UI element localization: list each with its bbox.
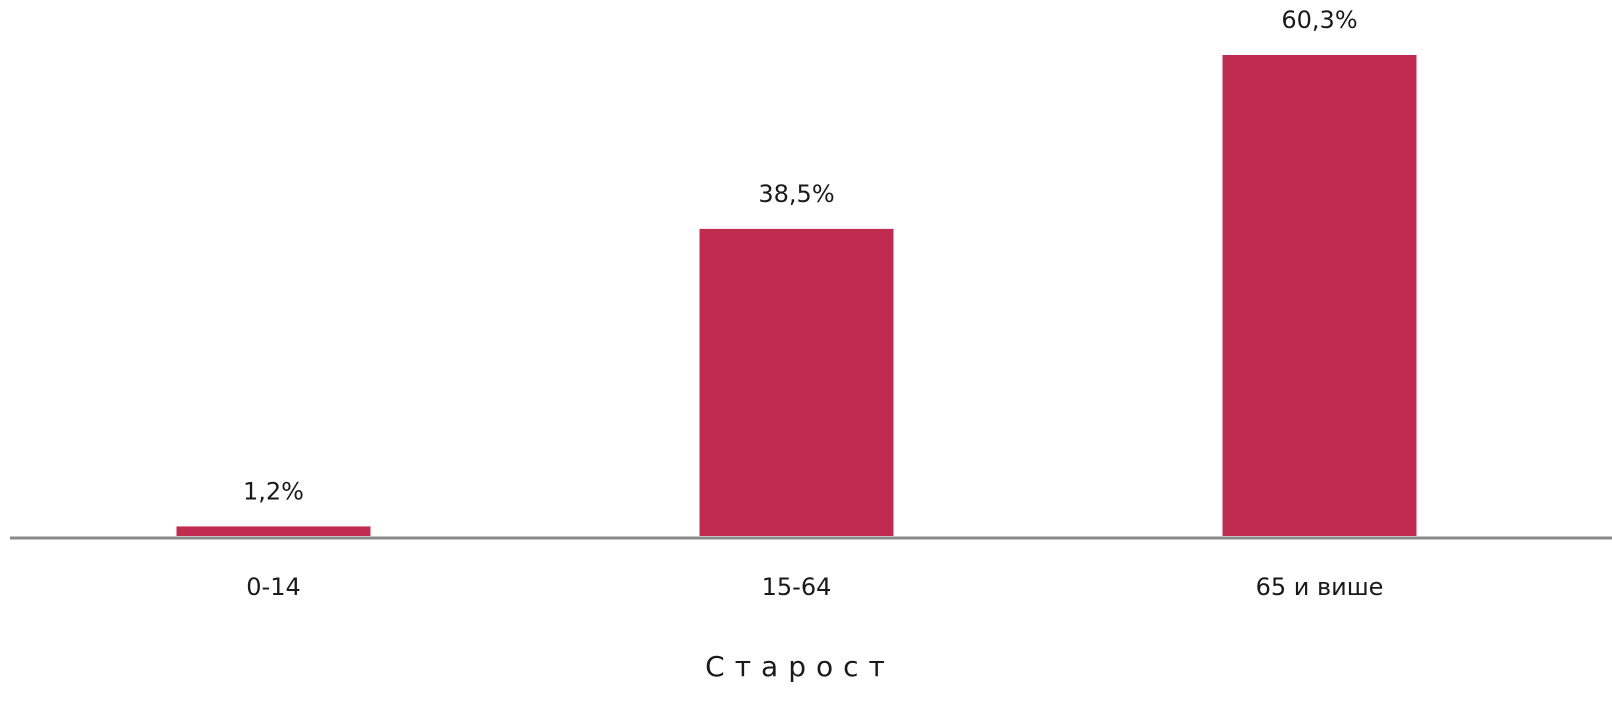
- x-tick-label: 15-64: [762, 573, 832, 601]
- bar: [176, 526, 371, 536]
- bar: [1222, 55, 1417, 536]
- x-tick-label: 0-14: [246, 573, 300, 601]
- value-label: 38,5%: [758, 180, 834, 208]
- value-label: 1,2%: [243, 477, 304, 505]
- value-label: 60,3%: [1281, 6, 1357, 34]
- bar: [699, 228, 894, 536]
- x-axis-title: Старост: [705, 650, 895, 683]
- x-tick-label: 65 и више: [1256, 573, 1384, 601]
